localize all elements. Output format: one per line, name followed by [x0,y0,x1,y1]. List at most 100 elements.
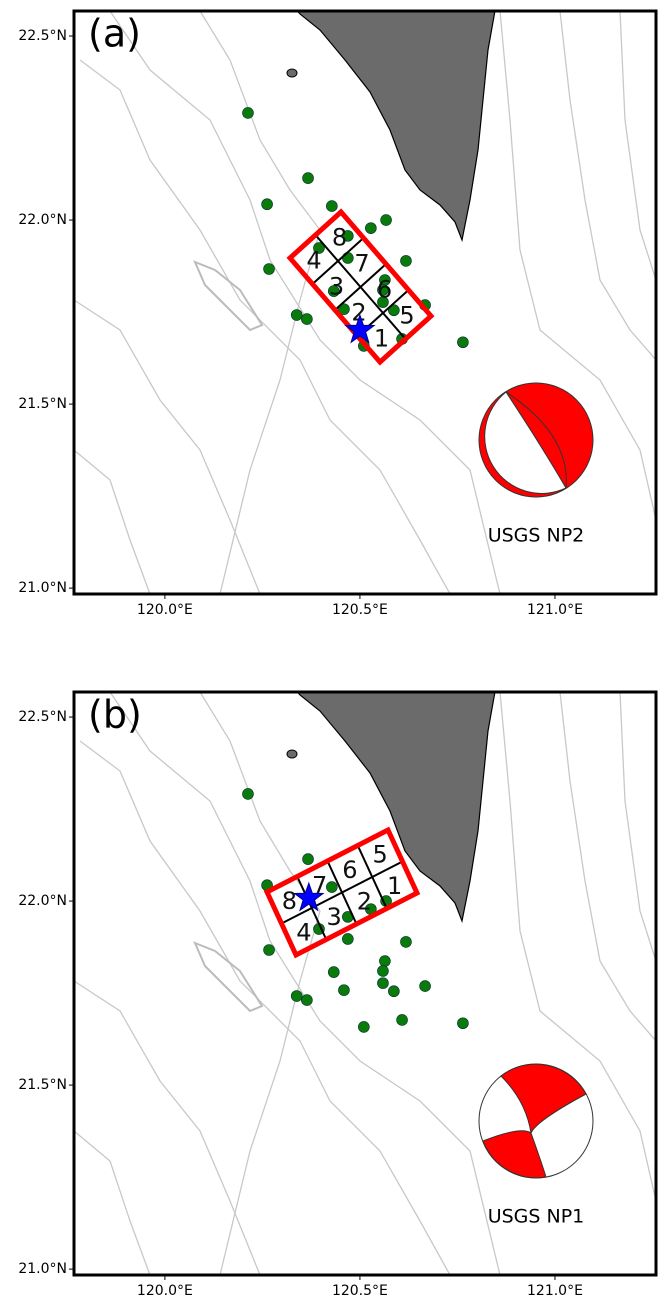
aftershock [302,172,314,184]
epicenter [293,881,325,912]
contour [74,299,261,594]
y-tick-label: 21.5°N [18,1077,67,1093]
land [296,692,496,924]
aftershock [457,1017,469,1030]
aftershock [290,309,303,321]
x-tick-label: 120.0°E [137,602,193,618]
beachball-lobe [482,1130,547,1179]
fault-cell-label: 6 [377,276,392,304]
aftershock [457,336,469,349]
aftershock [419,980,431,992]
island [286,68,298,78]
aftershock [301,313,313,325]
panel-label: (a) [88,12,141,56]
aftershock [301,994,313,1006]
x-tick-label: 120.0°E [137,1283,193,1299]
aftershock [327,966,340,978]
aftershock [377,284,389,296]
x-tick-label: 121.0°E [527,1283,583,1299]
contour [499,11,656,521]
reef [193,260,264,332]
fault-grid [281,860,403,925]
y-tick-label: 22.0°N [18,212,67,228]
y-tick-label: 22.0°N [18,893,67,909]
aftershock [327,285,340,297]
beachball-lobe [505,391,567,489]
mechanism-label: USGS NP2 [488,525,585,547]
aftershock [261,198,273,211]
y-tick-label: 22.5°N [18,709,67,725]
land [296,11,496,243]
aftershock [377,965,389,977]
contour [74,980,261,1275]
aftershock [365,222,377,234]
panel-label: (b) [88,693,142,737]
fault-cell-label: 4 [306,247,321,275]
aftershock [400,255,412,267]
aftershock [377,296,389,308]
contour [619,11,656,281]
fault-cell-label: 8 [332,224,347,252]
y-tick-label: 21.0°N [18,580,67,596]
contour [199,692,321,1275]
contour [199,11,321,594]
contour [74,1130,151,1275]
aftershock [388,304,400,317]
fault-cell-label: 4 [296,919,311,947]
aftershock [326,200,338,212]
fault-cell-label: 5 [372,841,387,869]
contour [79,59,451,594]
y-tick-label: 21.0°N [18,1261,67,1277]
aftershock [263,944,275,956]
aftershock [302,853,314,865]
aftershock [379,955,391,967]
aftershock [388,985,400,998]
map-frame [72,690,658,1277]
aftershock [400,936,412,948]
contour [79,740,451,1275]
aftershock [263,263,275,275]
aftershock [338,984,350,996]
epicenter [344,313,376,344]
beachball-lobe [484,391,567,494]
aftershock [380,214,392,226]
fault-cell-label: 3 [326,903,341,931]
beachball-lobe [500,1063,587,1135]
contour [109,11,501,594]
fault-cell-label: 3 [329,273,344,301]
contour [559,11,656,361]
aftershock [290,990,303,1002]
fault-plane [263,826,421,959]
fault-cell-label: 7 [354,250,369,278]
x-tick-label: 120.5°E [332,602,388,618]
contour [109,692,501,1275]
fault-cell-label: 6 [342,856,357,884]
aftershock [377,977,389,989]
aftershock [342,933,354,945]
aftershock [342,252,354,264]
aftershock [242,107,254,119]
contour [619,692,656,962]
y-tick-label: 22.5°N [18,28,67,44]
x-tick-label: 121.0°E [527,602,583,618]
fault-cell-label: 8 [282,887,297,915]
fault-cell-label: 1 [374,325,389,353]
aftershock [326,881,338,893]
aftershock [358,1021,370,1033]
island [286,749,298,759]
map-frame [72,9,658,596]
fault-grid [314,234,407,340]
aftershock [338,303,350,315]
aftershock [242,788,254,800]
mechanism-label: USGS NP1 [488,1206,585,1228]
contour [559,692,656,1042]
fault-cell-label: 7 [312,872,327,900]
contour [74,449,151,594]
fault-cell-label: 5 [399,302,414,330]
aftershock [396,1014,408,1026]
fault-cell-label: 2 [357,888,372,916]
